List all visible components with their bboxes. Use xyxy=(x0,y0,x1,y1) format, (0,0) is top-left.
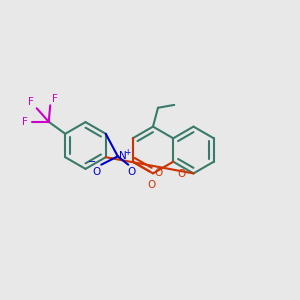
Text: F: F xyxy=(28,97,34,107)
Text: +: + xyxy=(125,148,131,157)
Text: −: − xyxy=(88,157,96,167)
Text: O: O xyxy=(93,167,101,177)
Text: N: N xyxy=(119,151,127,161)
Text: O: O xyxy=(154,168,162,178)
Text: O: O xyxy=(147,180,156,190)
Text: O: O xyxy=(178,169,186,179)
Text: F: F xyxy=(22,117,28,127)
Text: O: O xyxy=(128,167,136,177)
Text: F: F xyxy=(52,94,58,104)
